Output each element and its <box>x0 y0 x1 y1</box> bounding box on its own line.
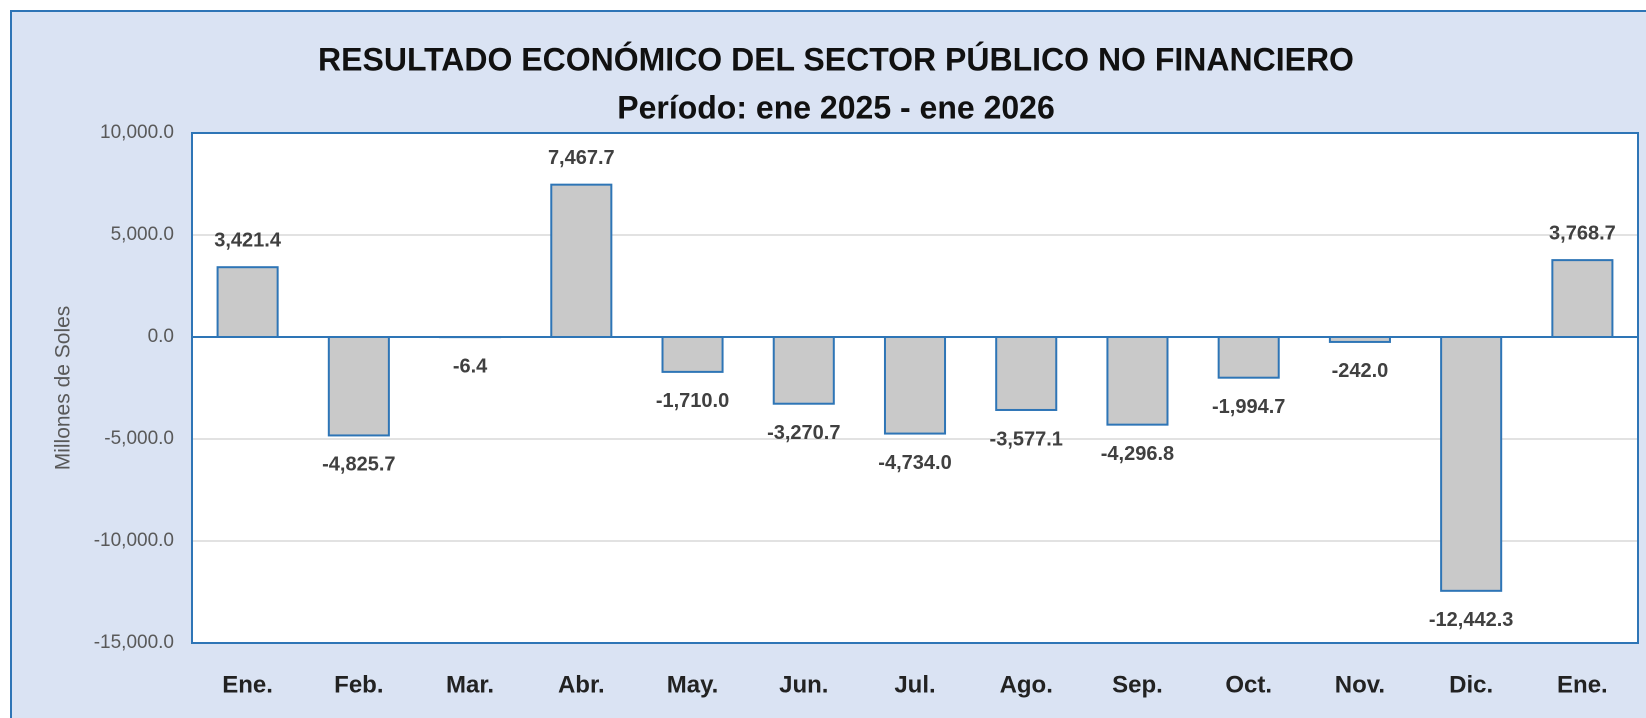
y-axis-label: Millones de Soles <box>52 306 75 471</box>
bar <box>1217 336 1280 379</box>
y-tick-label: -5,000.0 <box>104 428 174 449</box>
x-tick-label: Nov. <box>1335 671 1385 698</box>
y-tick-label: -10,000.0 <box>94 530 174 551</box>
bar <box>772 336 835 405</box>
x-tick-label: Ene. <box>222 671 273 698</box>
y-tick-label: -15,000.0 <box>94 632 174 653</box>
value-label: -1,710.0 <box>656 390 729 412</box>
x-tick-label: Ene. <box>1557 671 1608 698</box>
x-tick-label: Ago. <box>1000 671 1053 698</box>
chart-subtitle: Período: ene 2025 - ene 2026 <box>617 89 1055 125</box>
y-tick-label: 5,000.0 <box>111 224 174 245</box>
value-label: -4,296.8 <box>1101 443 1174 465</box>
y-tick-label: 0.0 <box>148 326 174 347</box>
value-label: -4,734.0 <box>878 452 951 474</box>
x-tick-label: Abr. <box>558 671 605 698</box>
x-tick-label: Mar. <box>446 671 494 698</box>
bar <box>216 266 279 338</box>
value-label: 3,768.7 <box>1549 222 1616 244</box>
bar <box>1106 336 1169 426</box>
value-label: -3,270.7 <box>767 422 840 444</box>
bar <box>1551 259 1614 339</box>
x-tick-label: May. <box>667 671 719 698</box>
plot-border <box>191 132 1639 644</box>
value-label: 7,467.7 <box>548 147 615 169</box>
value-label: -4,825.7 <box>322 454 395 476</box>
x-tick-label: Jul. <box>894 671 935 698</box>
value-label: -12,442.3 <box>1429 609 1514 631</box>
x-tick-label: Sep. <box>1112 671 1163 698</box>
bar <box>550 183 613 338</box>
x-tick-label: Jun. <box>779 671 828 698</box>
x-tick-label: Oct. <box>1225 671 1272 698</box>
value-label: -1,994.7 <box>1212 396 1285 418</box>
bar <box>1440 336 1503 592</box>
x-tick-label: Feb. <box>334 671 383 698</box>
bar <box>327 336 390 437</box>
bar <box>883 336 947 435</box>
value-label: -3,577.1 <box>990 428 1063 450</box>
bar <box>661 336 724 373</box>
value-label: -242.0 <box>1332 360 1389 382</box>
value-label: -6.4 <box>453 355 488 377</box>
x-tick-label: Dic. <box>1449 671 1493 698</box>
value-label: 3,421.4 <box>214 229 282 251</box>
y-tick-label: 10,000.0 <box>100 122 174 143</box>
chart-title: RESULTADO ECONÓMICO DEL SECTOR PÚBLICO N… <box>318 41 1354 77</box>
bar <box>995 336 1058 411</box>
